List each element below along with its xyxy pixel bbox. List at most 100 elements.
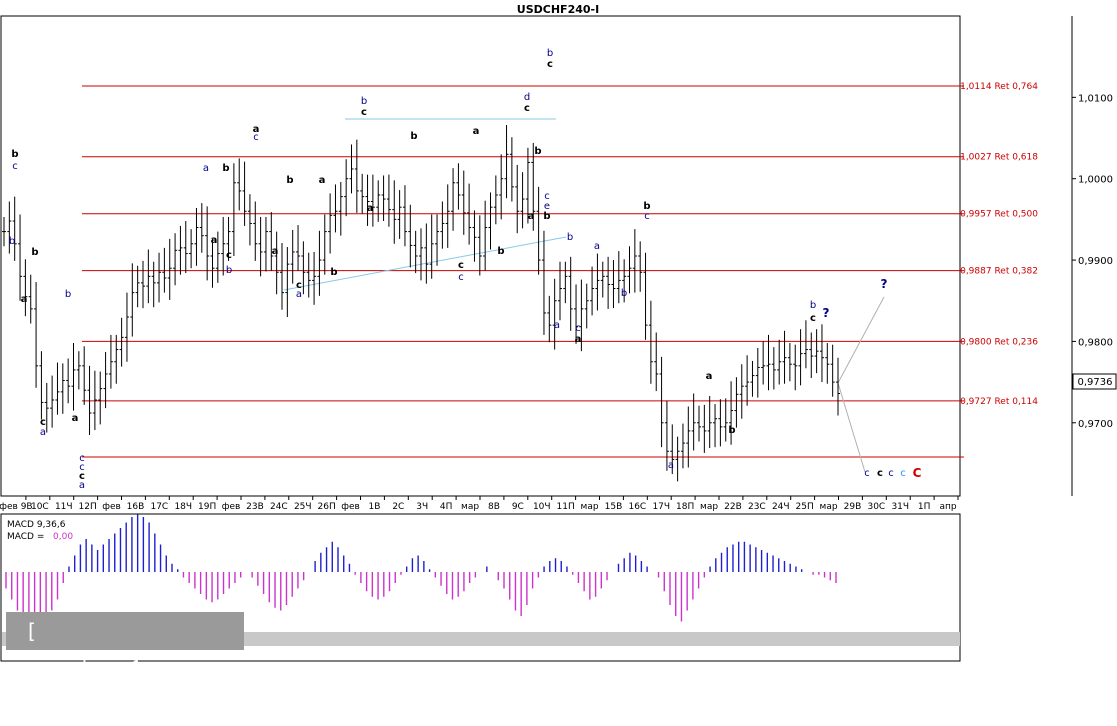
x-tick-label: 17Ч	[652, 502, 670, 512]
x-tick-label: 22В	[724, 502, 742, 512]
wave-label: a	[367, 203, 374, 214]
x-tick-label: 1В	[368, 502, 380, 512]
watermark-banner[interactable]: [ www.instaforex.com ]	[6, 612, 244, 719]
x-tick-label: 16В	[127, 502, 145, 512]
y-tick-label: 0,9900	[1078, 256, 1113, 267]
wave-label: b	[222, 163, 229, 174]
x-tick-label: мар	[461, 502, 479, 512]
wave-label: e	[544, 201, 550, 212]
x-tick-label: 16С	[628, 502, 646, 512]
wave-label: c	[253, 132, 259, 143]
wave-label: d	[524, 92, 530, 103]
fib-label: 1,0114 Ret 0,764	[960, 82, 1038, 92]
wave-label: c	[888, 468, 894, 479]
fib-label: 0,9800 Ret 0,236	[960, 337, 1038, 347]
x-tick-label: 11П	[557, 502, 575, 512]
wave-label: b	[543, 211, 550, 222]
chart-title: USDCHF240-I	[517, 3, 599, 16]
x-tick-label: 18Ч	[174, 502, 192, 512]
usdchf-wave-chart: USDCHF240-I 1,0114 Ret 0,764 1,0027 Ret 0…	[0, 3, 1117, 719]
x-tick-label: мар	[700, 502, 718, 512]
x-tick-label: 30С	[867, 502, 885, 512]
wave-label: b	[534, 146, 541, 157]
y-tick-label: 0,9700	[1078, 419, 1113, 430]
wave-label: c	[40, 417, 46, 428]
macd-value-label: MACD =	[7, 532, 44, 542]
x-tick-label: 9С	[512, 502, 524, 512]
wave-label: a	[21, 294, 28, 305]
fib-label: 0,9887 Ret 0,382	[960, 267, 1038, 277]
wave-label: b	[497, 246, 504, 257]
x-tick-label: 24С	[270, 502, 288, 512]
wave-label: a	[253, 124, 260, 135]
wave-label: b	[9, 236, 15, 247]
current-price-box	[1072, 373, 1117, 390]
x-tick-label: фев	[222, 502, 241, 512]
wave-label: c	[544, 191, 550, 202]
wave-label: b	[286, 175, 293, 186]
wave-label: c	[644, 211, 650, 222]
macd-value: 0,00	[53, 532, 73, 542]
x-tick-label: 8В	[488, 502, 500, 512]
projection-up	[837, 296, 885, 384]
wave-label: b	[567, 232, 573, 243]
wave-label: b	[226, 265, 232, 276]
wave-label: b	[643, 201, 650, 212]
y-axis-ticks: 1,0100 1,0000 0,9900 0,9800 0,9700	[1072, 93, 1113, 430]
x-tick-label: 23С	[748, 502, 766, 512]
wave-label: b	[410, 131, 417, 142]
wave-label: c	[547, 59, 553, 70]
current-price-label: 0,9736	[1078, 377, 1113, 388]
x-tick-label: фев	[102, 502, 121, 512]
x-tick-label: 4П	[440, 502, 453, 512]
x-tick-label: 23В	[246, 502, 264, 512]
wave-label: b	[361, 96, 367, 107]
wave-label: b	[728, 425, 735, 436]
wave-label: b	[11, 149, 18, 160]
x-tick-label: фев	[341, 502, 360, 512]
wave-label: c	[458, 260, 464, 271]
wave-label: a	[668, 460, 674, 471]
y-tick-label: 1,0100	[1078, 93, 1113, 104]
x-tick-label: 1П	[918, 502, 931, 512]
x-tick-label: 17С	[150, 502, 168, 512]
x-tick-label: 25Ч	[294, 502, 312, 512]
wave-label: c	[296, 280, 302, 291]
wave-label: c	[226, 250, 232, 261]
trendlines	[283, 118, 885, 473]
x-tick-label: 11Ч	[55, 502, 73, 512]
wave-label: c	[810, 313, 816, 324]
wave-label: a	[72, 413, 79, 424]
wave-label: c	[79, 462, 85, 473]
fib-label: 0,9957 Ret 0,500	[960, 210, 1038, 220]
wave-label: a	[211, 235, 218, 246]
wave-label: c	[864, 468, 870, 479]
x-tick-label: 15В	[605, 502, 623, 512]
wave-label: a	[554, 320, 560, 331]
wave-label: ?	[823, 306, 830, 320]
wave-label: a	[528, 211, 535, 222]
wave-label: a	[272, 246, 279, 257]
wave-label: a	[473, 126, 480, 137]
x-tick-label: мар	[581, 502, 599, 512]
x-tick-label: 25П	[796, 502, 814, 512]
wave-label: a	[594, 241, 600, 252]
wave-label: a	[296, 289, 302, 300]
x-tick-label: 29В	[844, 502, 862, 512]
wave-label: a	[203, 163, 209, 174]
macd-title: MACD 9,36,6	[7, 520, 66, 530]
wave-label: c	[524, 103, 530, 114]
x-tick-label: 26П	[318, 502, 336, 512]
wave-label: c	[12, 161, 18, 172]
wave-label: C	[913, 466, 922, 480]
y-tick-label: 0,9800	[1078, 337, 1113, 348]
projection-down	[837, 382, 866, 473]
fib-label: 1,0027 Ret 0,618	[960, 153, 1038, 163]
wave-label: ?	[881, 277, 888, 291]
wave-label: b	[330, 267, 337, 278]
wave-label: c	[575, 323, 581, 334]
wave-label: c	[877, 468, 883, 479]
x-tick-label: 10С	[31, 502, 49, 512]
